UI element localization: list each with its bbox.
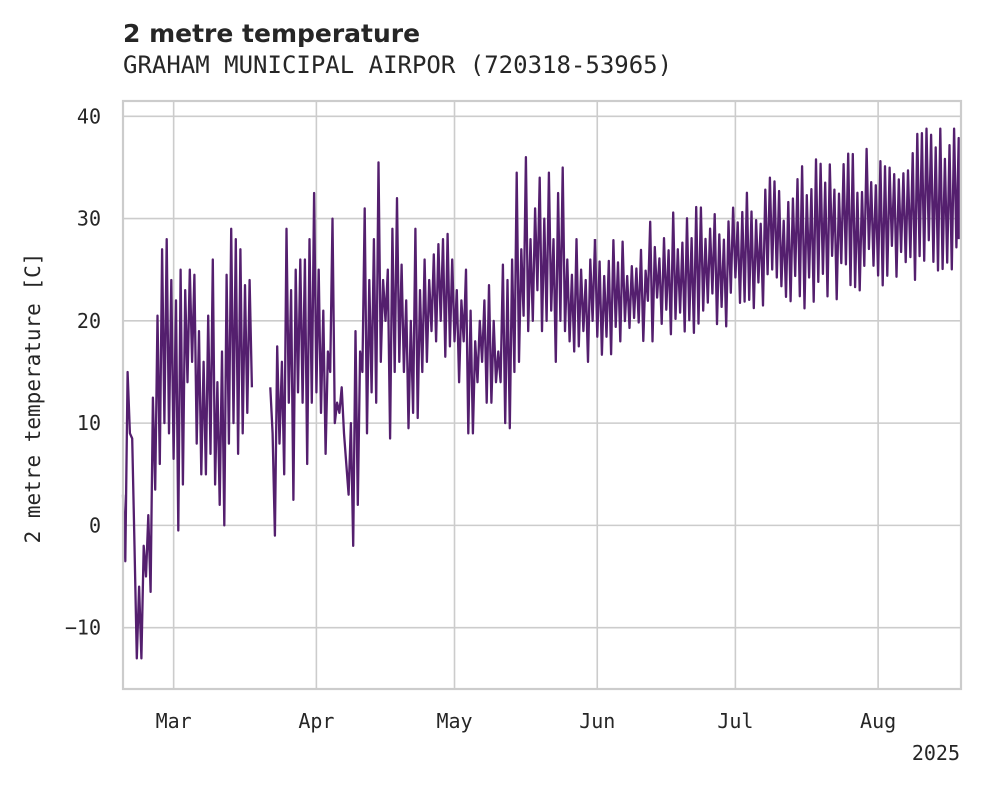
chart-subtitle: GRAHAM MUNICIPAL AIRPOR (720318-53965) [123,51,672,79]
gridlines [123,101,961,689]
y-tick-label: 20 [77,309,101,333]
chart-title: 2 metre temperature [123,19,420,48]
x-tick-label: Jun [579,709,615,733]
x-axis-offset-label: 2025 [912,741,960,765]
x-tick-label: Mar [156,709,192,733]
y-axis-label: 2 metre temperature [C] [21,253,45,544]
plot-frame [121,99,963,691]
y-tick-label: 10 [77,411,101,435]
series-line-segment [269,156,597,547]
x-tick-label: Aug [860,709,896,733]
y-tick-labels: −10 0 10 20 30 40 [65,104,101,639]
x-tick-label: Apr [298,709,334,733]
x-tick-labels: Mar Apr May Jun Jul Aug [156,709,897,733]
series-layer [121,127,960,660]
y-tick-label: 0 [89,513,101,537]
series-line-segment [121,227,254,660]
y-tick-label: 30 [77,207,101,231]
x-tick-label: Jul [717,709,753,733]
y-tick-label: −10 [65,616,101,640]
series-line-segment [593,127,960,356]
y-tick-label: 40 [77,104,101,128]
x-tick-label: May [436,709,472,733]
